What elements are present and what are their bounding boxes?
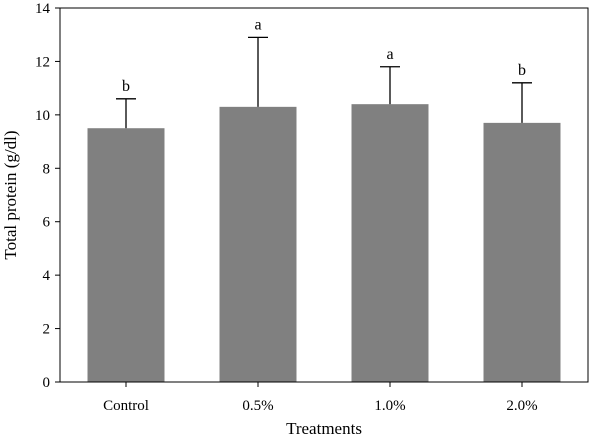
y-tick-label: 10 — [35, 108, 50, 124]
bar — [351, 104, 429, 383]
x-axis-ticks: Control 0.5% 1.0% 2.0% — [103, 382, 538, 414]
bar — [219, 106, 297, 382]
y-tick-label: 8 — [43, 161, 51, 177]
y-axis-title: Total protein (g/dl) — [1, 130, 20, 259]
significance-letter: a — [254, 16, 261, 33]
x-tick-label: 2.0% — [506, 398, 537, 414]
x-axis-title: Treatments — [286, 419, 362, 438]
x-tick-label: 0.5% — [242, 398, 273, 414]
x-tick-label: 1.0% — [374, 398, 405, 414]
significance-letter: b — [518, 62, 526, 79]
bar — [87, 128, 165, 382]
plot-border — [59, 7, 589, 383]
y-tick-label: 4 — [43, 268, 51, 284]
bar — [483, 122, 561, 382]
error-bars-group: b a a b — [116, 16, 532, 129]
significance-letter: b — [122, 78, 130, 95]
y-tick-label: 2 — [43, 322, 51, 338]
significance-letter: a — [386, 46, 393, 63]
y-tick-label: 14 — [35, 1, 51, 17]
plot-frame — [59, 7, 589, 383]
y-tick-label: 12 — [35, 54, 50, 70]
y-tick-label: 0 — [43, 375, 51, 391]
x-tick-label: Control — [103, 398, 149, 414]
y-axis-ticks: 0 2 4 6 8 10 12 14 — [35, 1, 60, 391]
bars-group — [87, 104, 561, 383]
y-tick-label: 6 — [43, 215, 51, 231]
